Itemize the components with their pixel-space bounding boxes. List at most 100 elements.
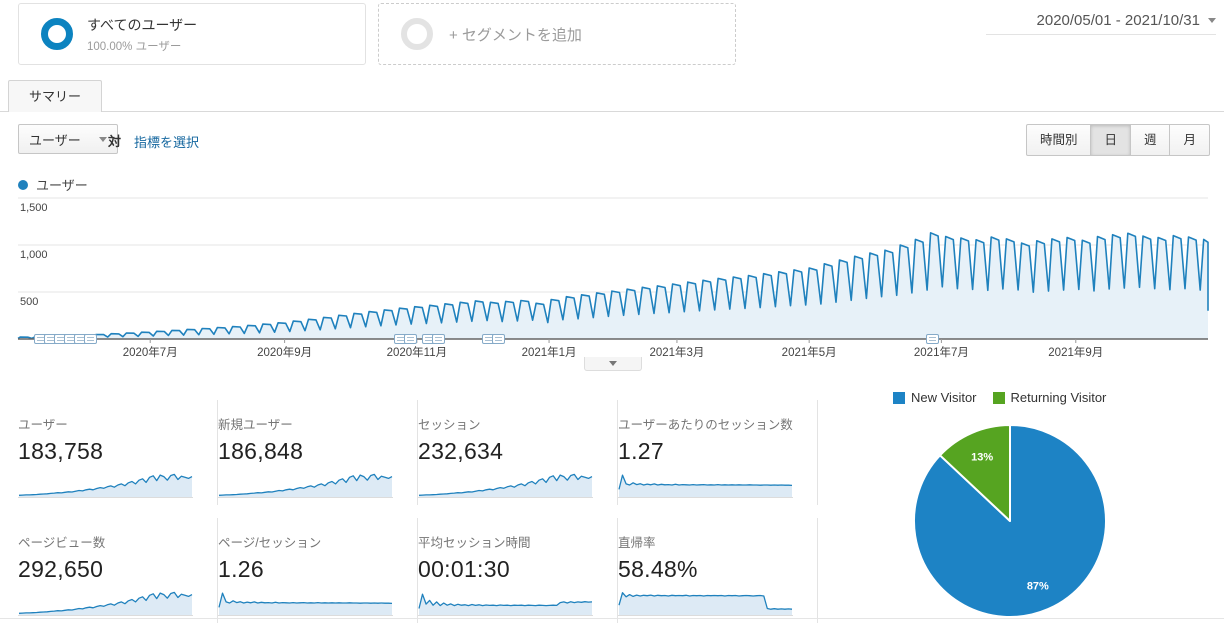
- chevron-down-icon: [1208, 17, 1216, 23]
- tabbar-divider: [0, 111, 1224, 112]
- chevron-down-icon: [98, 136, 107, 142]
- visitor-type-pie-chart: 87% 13%: [912, 424, 1107, 618]
- sparkline-chart: [418, 473, 593, 498]
- scorecard-value: 292,650: [18, 556, 104, 582]
- scorecards-grid: ユーザー 183,758 新規ユーザー 186,848 セッション 232,63…: [18, 400, 818, 623]
- annotation-marker-icon[interactable]: [404, 334, 417, 344]
- x-axis-label: 2020年11月: [387, 345, 448, 359]
- pick-metric-link[interactable]: 指標を選択: [134, 135, 200, 150]
- add-segment-button[interactable]: + セグメントを追加: [378, 3, 736, 65]
- sparkline-line: [418, 593, 593, 609]
- returning-visitor-swatch-icon: [992, 391, 1005, 404]
- legend-item-returning-visitor: Returning Visitor: [992, 390, 1107, 405]
- add-segment-label: + セグメントを追加: [449, 26, 582, 44]
- y-axis-label: 1,500: [20, 202, 48, 214]
- scorecard-title: ユーザー: [18, 418, 68, 432]
- scorecard-bounce-rate: 直帰率 58.48%: [618, 518, 818, 623]
- granularity-hour-button[interactable]: 時間別: [1025, 124, 1092, 156]
- x-axis-label: 2020年9月: [257, 345, 312, 359]
- metric-select-label: ユーザー: [29, 132, 81, 148]
- sparkline-area: [419, 594, 592, 615]
- scorecard-value: 00:01:30: [418, 556, 510, 582]
- sparkline-area: [19, 474, 192, 497]
- scorecard-sessions: セッション 232,634: [418, 400, 618, 505]
- sparkline-area: [219, 474, 392, 497]
- scorecard-value: 232,634: [418, 438, 504, 464]
- granularity-month-button[interactable]: 月: [1170, 124, 1210, 156]
- pie-slice-label: 13%: [971, 452, 993, 464]
- x-axis-label: 2021年9月: [1048, 345, 1103, 359]
- scorecard-title: ユーザーあたりのセッション数: [618, 418, 793, 432]
- x-axis-label: 2021年1月: [522, 345, 577, 359]
- legend-label: New Visitor: [911, 390, 977, 405]
- sparkline-chart: [218, 473, 393, 498]
- scorecard-value: 1.27: [618, 438, 664, 464]
- sparkline-line: [218, 592, 393, 608]
- scorecard-pages-per-session: ページ/セッション 1.26: [218, 518, 418, 623]
- series-name: ユーザー: [36, 178, 88, 193]
- timeline-line: [17, 231, 1209, 340]
- legend-label: Returning Visitor: [1010, 390, 1107, 405]
- sparkline-chart: [18, 591, 193, 616]
- sparkline-area: [19, 592, 192, 615]
- annotations-expander-button[interactable]: [584, 357, 642, 371]
- segment-title: すべてのユーザー: [87, 16, 198, 33]
- annotation-marker-icon[interactable]: [84, 334, 97, 344]
- scorecard-avg-session-duration: 平均セッション時間 00:01:30: [418, 518, 618, 623]
- x-axis-label: 2021年3月: [649, 345, 704, 359]
- scorecard-users: ユーザー 183,758: [18, 400, 218, 505]
- x-axis-label: 2021年7月: [914, 345, 969, 359]
- segment-subtitle: 100.00% ユーザー: [87, 40, 182, 53]
- chevron-down-icon: [609, 361, 617, 366]
- y-axis-label: 500: [20, 296, 38, 308]
- scorecard-value: 58.48%: [618, 556, 698, 582]
- timeline-area: [18, 232, 1208, 339]
- scorecard-value: 186,848: [218, 438, 304, 464]
- sparkline-line: [18, 473, 193, 496]
- annotation-marker-icon[interactable]: [432, 334, 445, 344]
- timeline-chart: 500 1,000 1,500 2020年7月 2020年9月 2020年11月 2021年…: [17, 197, 1209, 359]
- scorecard-sessions-per-user: ユーザーあたりのセッション数 1.27: [618, 400, 818, 505]
- scorecard-pageviews: ページビュー数 292,650: [18, 518, 218, 623]
- sparkline-area: [619, 475, 792, 497]
- annotation-marker-icon[interactable]: [926, 334, 939, 344]
- granularity-week-button[interactable]: 週: [1130, 124, 1171, 156]
- sparkline-chart: [218, 592, 393, 616]
- pie-legend: New Visitor Returning Visitor: [893, 390, 1106, 405]
- pie-slice-0: [912, 424, 1107, 618]
- sparkline-line: [18, 591, 193, 614]
- sparkline-chart: [18, 473, 193, 498]
- sparkline-line: [618, 474, 793, 490]
- scorecard-value: 1.26: [218, 556, 264, 582]
- segment-card-all-users[interactable]: すべてのユーザー 100.00% ユーザー: [18, 3, 366, 65]
- metric-select-dropdown[interactable]: ユーザー: [18, 124, 118, 154]
- sparkline-line: [418, 473, 593, 496]
- sparkline-area: [619, 592, 792, 615]
- vs-label: 対: [108, 134, 122, 149]
- sparkline-line: [618, 592, 793, 610]
- date-range-selector[interactable]: 2020/05/01 - 2021/10/31: [986, 6, 1216, 35]
- y-axis-label: 1,000: [20, 249, 48, 261]
- sparkline-chart: [418, 593, 593, 616]
- scorecard-title: ページビュー数: [18, 536, 106, 550]
- segment-ring-placeholder-icon: [401, 18, 433, 50]
- sparkline-area: [419, 474, 592, 497]
- scorecard-title: 新規ユーザー: [218, 418, 293, 432]
- sparkline-area: [219, 593, 392, 615]
- granularity-day-button[interactable]: 日: [1091, 124, 1131, 156]
- series-dot-icon: [18, 179, 28, 190]
- bottom-divider: [0, 618, 1224, 619]
- pie-slice-label: 87%: [1027, 580, 1049, 592]
- tab-summary[interactable]: サマリー: [8, 80, 103, 112]
- legend-item-new-visitor: New Visitor: [893, 390, 977, 405]
- annotation-marker-icon[interactable]: [492, 334, 505, 344]
- sparkline-chart: [618, 592, 793, 616]
- date-range-text: 2020/05/01 - 2021/10/31: [1036, 11, 1200, 29]
- segment-ring-icon: [41, 18, 73, 50]
- pie-slice-1: [939, 424, 1011, 522]
- scorecard-value: 183,758: [18, 438, 104, 464]
- scorecard-title: 平均セッション時間: [418, 536, 531, 550]
- granularity-button-group: 時間別 日 週 月: [1025, 124, 1210, 156]
- scorecard-title: 直帰率: [618, 536, 656, 550]
- new-visitor-swatch-icon: [893, 391, 905, 404]
